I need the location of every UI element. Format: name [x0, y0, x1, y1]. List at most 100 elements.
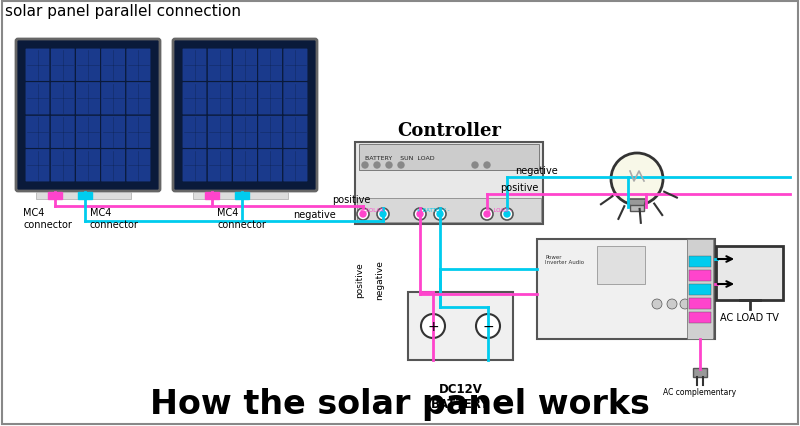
Bar	[36, 193, 131, 199]
FancyBboxPatch shape	[207, 82, 232, 116]
Circle shape	[357, 208, 369, 221]
FancyBboxPatch shape	[233, 116, 258, 149]
FancyBboxPatch shape	[258, 149, 283, 183]
Bar	[359, 145, 539, 170]
Circle shape	[380, 211, 386, 218]
FancyBboxPatch shape	[207, 116, 232, 149]
FancyBboxPatch shape	[283, 149, 308, 183]
FancyBboxPatch shape	[258, 116, 283, 149]
Circle shape	[421, 314, 445, 338]
Circle shape	[417, 211, 423, 218]
Text: solar panel parallel connection: solar panel parallel connection	[5, 4, 241, 19]
Text: −: −	[482, 319, 494, 333]
FancyBboxPatch shape	[182, 49, 207, 82]
FancyBboxPatch shape	[75, 116, 101, 149]
Polygon shape	[628, 199, 646, 207]
Circle shape	[501, 208, 513, 221]
Circle shape	[652, 299, 662, 309]
FancyBboxPatch shape	[16, 40, 160, 192]
Text: Power
Inverter Audio: Power Inverter Audio	[545, 254, 584, 265]
FancyBboxPatch shape	[126, 82, 151, 116]
Circle shape	[680, 299, 690, 309]
Bar	[689, 256, 711, 268]
Bar	[689, 284, 711, 295]
FancyBboxPatch shape	[182, 116, 207, 149]
Text: DC12V
BATTERY: DC12V BATTERY	[431, 382, 490, 410]
Text: + BATTERY -: + BATTERY -	[416, 208, 450, 213]
Circle shape	[360, 211, 366, 218]
Text: positive: positive	[355, 262, 365, 297]
FancyBboxPatch shape	[50, 149, 75, 183]
Circle shape	[476, 314, 500, 338]
Text: + SOLAR -: + SOLAR -	[358, 208, 387, 213]
Bar	[630, 205, 644, 211]
FancyBboxPatch shape	[716, 246, 783, 300]
Bar	[235, 193, 249, 199]
Circle shape	[414, 208, 426, 221]
Text: positive: positive	[332, 195, 370, 204]
FancyBboxPatch shape	[126, 116, 151, 149]
Text: BATTERY    SUN  LOAD: BATTERY SUN LOAD	[365, 155, 434, 160]
Circle shape	[481, 208, 493, 221]
FancyBboxPatch shape	[50, 49, 75, 82]
FancyBboxPatch shape	[101, 116, 126, 149]
FancyBboxPatch shape	[101, 149, 126, 183]
FancyBboxPatch shape	[50, 82, 75, 116]
Circle shape	[434, 208, 446, 221]
Text: MC4
connector: MC4 connector	[217, 207, 266, 229]
Text: negative: negative	[515, 166, 558, 176]
Circle shape	[472, 163, 478, 169]
Text: How the solar panel works: How the solar panel works	[150, 387, 650, 420]
Text: negative: negative	[293, 210, 336, 219]
FancyBboxPatch shape	[75, 82, 101, 116]
Circle shape	[377, 208, 389, 221]
FancyBboxPatch shape	[173, 40, 317, 192]
Text: + LOAD -: + LOAD -	[487, 208, 513, 213]
Bar	[693, 368, 707, 377]
FancyBboxPatch shape	[75, 149, 101, 183]
FancyBboxPatch shape	[25, 49, 50, 82]
FancyBboxPatch shape	[207, 49, 232, 82]
Circle shape	[504, 211, 510, 218]
FancyBboxPatch shape	[537, 239, 715, 339]
FancyBboxPatch shape	[182, 149, 207, 183]
Bar	[689, 298, 711, 309]
Bar	[689, 312, 711, 323]
FancyBboxPatch shape	[75, 49, 101, 82]
FancyBboxPatch shape	[25, 116, 50, 149]
Bar	[193, 193, 288, 199]
FancyBboxPatch shape	[355, 143, 543, 225]
Bar	[689, 271, 711, 281]
Text: MC4
connector: MC4 connector	[23, 207, 72, 229]
Bar	[597, 246, 645, 284]
Bar	[78, 193, 92, 199]
Bar	[205, 193, 219, 199]
FancyBboxPatch shape	[233, 149, 258, 183]
Circle shape	[437, 211, 443, 218]
FancyBboxPatch shape	[182, 82, 207, 116]
Text: negative: negative	[375, 259, 385, 299]
Circle shape	[484, 211, 490, 218]
FancyBboxPatch shape	[283, 82, 308, 116]
Text: Controller: Controller	[397, 122, 501, 140]
Text: MC4
connector: MC4 connector	[90, 207, 139, 229]
Text: positive: positive	[500, 183, 538, 193]
FancyBboxPatch shape	[101, 49, 126, 82]
FancyBboxPatch shape	[408, 292, 513, 360]
Circle shape	[386, 163, 392, 169]
FancyBboxPatch shape	[283, 116, 308, 149]
Circle shape	[362, 163, 368, 169]
FancyBboxPatch shape	[258, 82, 283, 116]
FancyBboxPatch shape	[126, 49, 151, 82]
FancyBboxPatch shape	[50, 116, 75, 149]
FancyBboxPatch shape	[25, 82, 50, 116]
FancyBboxPatch shape	[283, 49, 308, 82]
FancyBboxPatch shape	[207, 149, 232, 183]
Text: AC complementary: AC complementary	[663, 387, 737, 396]
FancyBboxPatch shape	[101, 82, 126, 116]
Bar	[687, 239, 713, 339]
Text: AC LOAD TV: AC LOAD TV	[720, 312, 779, 322]
FancyBboxPatch shape	[126, 149, 151, 183]
Circle shape	[398, 163, 404, 169]
Text: +: +	[427, 319, 439, 333]
